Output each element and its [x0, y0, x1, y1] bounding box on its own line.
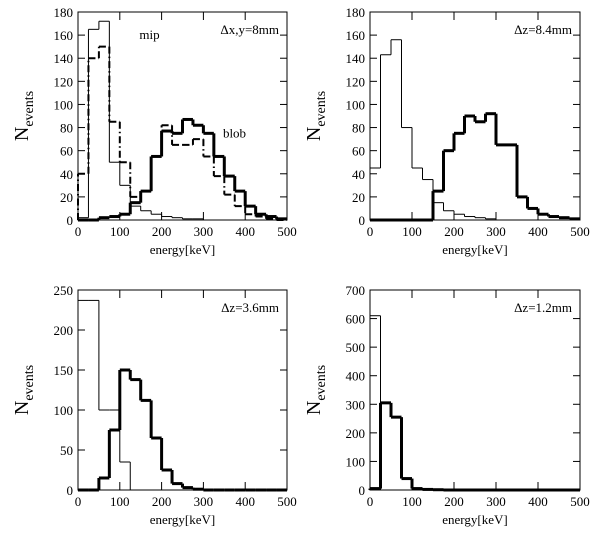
x-axis-label: energy[keV] [150, 242, 215, 257]
y-axis-label-sub: events [314, 91, 329, 127]
x-tick-label: 100 [402, 224, 422, 239]
panel: 0 20 40 60 80 100 120 140 160 180 0 100 200 300 400 500… [303, 5, 590, 257]
x-axis-label: energy[keV] [442, 512, 507, 527]
y-tick-label: 160 [346, 28, 366, 43]
y-tick-label: 0 [359, 483, 366, 498]
y-tick-label: 140 [54, 51, 74, 66]
y-tick-label: 180 [346, 5, 366, 20]
y-axis-label: Nevents [11, 365, 37, 415]
x-tick-label: 100 [110, 494, 130, 509]
y-tick-label: 160 [54, 28, 74, 43]
x-tick-label: 500 [570, 224, 590, 239]
y-tick-label: 600 [346, 312, 366, 327]
y-tick-label: 180 [54, 5, 74, 20]
y-tick-label: 400 [346, 369, 366, 384]
y-tick-label: 100 [346, 97, 366, 112]
y-tick-label: 140 [346, 51, 366, 66]
y-tick-label: 50 [60, 443, 73, 458]
y-tick-label: 0 [67, 213, 74, 228]
series-label: blob [223, 125, 246, 140]
x-tick-label: 500 [570, 494, 590, 509]
y-axis-label: Nevents [303, 91, 329, 141]
x-tick-label: 0 [75, 494, 82, 509]
x-tick-label: 200 [152, 494, 172, 509]
y-tick-label: 60 [352, 144, 365, 159]
y-axis-label-sub: events [314, 365, 329, 401]
y-tick-label: 0 [359, 213, 366, 228]
x-tick-label: 100 [110, 224, 130, 239]
panel: mip blob 0 20 40 60 80 100 120 140 160 180 0 100 200 30… [11, 5, 297, 257]
y-tick-label: 20 [60, 190, 73, 205]
y-axis-label-sub: events [22, 91, 37, 127]
y-tick-label: 250 [54, 283, 74, 298]
x-tick-label: 300 [486, 494, 506, 509]
x-tick-label: 400 [235, 494, 255, 509]
y-tick-label: 500 [346, 340, 366, 355]
plot-frame [369, 11, 581, 221]
series-label: mip [139, 27, 159, 42]
x-tick-label: 500 [277, 494, 297, 509]
x-tick-label: 500 [277, 224, 297, 239]
annotation: Δz=1.2mm [514, 300, 572, 315]
y-tick-label: 700 [346, 283, 366, 298]
panel: 0 50 100 150 200 250 0 100 200 300 400 500 Δz=3.6mm e… [11, 283, 297, 527]
y-tick-label: 60 [60, 144, 73, 159]
y-tick-label: 200 [54, 323, 74, 338]
annotation: Δx,y=8mm [220, 22, 279, 37]
y-tick-label: 120 [54, 74, 74, 89]
y-axis-label-main: N [303, 401, 325, 415]
y-tick-label: 0 [67, 483, 74, 498]
y-tick-label: 200 [346, 426, 366, 441]
x-tick-label: 400 [235, 224, 255, 239]
x-tick-label: 0 [367, 494, 374, 509]
y-tick-label: 100 [54, 403, 74, 418]
y-axis-label: Nevents [303, 365, 329, 415]
x-axis-label: energy[keV] [442, 242, 507, 257]
x-tick-label: 100 [402, 494, 422, 509]
x-tick-label: 200 [152, 224, 172, 239]
x-tick-label: 300 [486, 224, 506, 239]
x-tick-label: 0 [367, 224, 374, 239]
y-axis-label-main: N [11, 401, 33, 415]
x-tick-label: 200 [444, 224, 464, 239]
x-tick-label: 400 [528, 224, 548, 239]
y-axis-label: Nevents [11, 91, 37, 141]
plot-frame [369, 289, 581, 491]
y-tick-label: 20 [352, 190, 365, 205]
y-tick-label: 80 [60, 121, 73, 136]
x-tick-label: 200 [444, 494, 464, 509]
y-tick-label: 100 [54, 97, 74, 112]
plot-frame [77, 11, 288, 221]
y-axis-label-main: N [11, 127, 33, 141]
y-tick-label: 80 [352, 121, 365, 136]
y-tick-label: 40 [352, 167, 365, 182]
y-axis-label-sub: events [22, 365, 37, 401]
panel: 0 100 200 300 400 500 600 700 0 100 200 300 400 500 Δz… [303, 283, 590, 527]
x-tick-label: 400 [528, 494, 548, 509]
y-tick-label: 120 [346, 74, 366, 89]
x-tick-label: 300 [194, 494, 214, 509]
x-tick-label: 0 [75, 224, 82, 239]
x-axis-label: energy[keV] [150, 512, 215, 527]
x-tick-label: 300 [194, 224, 214, 239]
y-tick-label: 100 [346, 454, 366, 469]
annotation: Δz=3.6mm [221, 300, 279, 315]
y-axis-label-main: N [303, 127, 325, 141]
y-tick-label: 300 [346, 397, 366, 412]
y-tick-label: 150 [54, 363, 74, 378]
plot-frame [77, 289, 288, 491]
annotation: Δz=8.4mm [514, 22, 572, 37]
y-tick-label: 40 [60, 167, 73, 182]
